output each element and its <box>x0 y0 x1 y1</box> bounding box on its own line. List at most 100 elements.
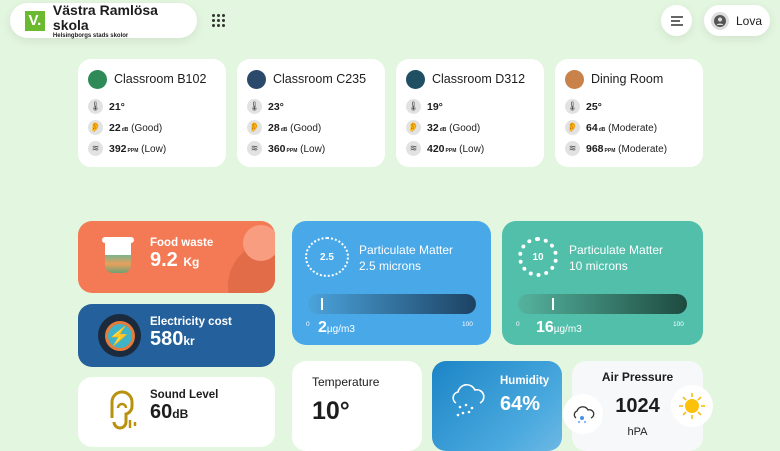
room-db: 28 <box>268 122 280 134</box>
air-icon: ≋ <box>88 141 103 156</box>
temperature-card[interactable]: Temperature 10° <box>292 361 422 451</box>
ppm-status: (Low) <box>459 144 484 155</box>
sound-value: 60 <box>150 401 172 423</box>
user-button[interactable]: Lova <box>704 5 770 36</box>
room-temp: 23° <box>268 101 284 113</box>
room-temp: 21° <box>109 101 125 113</box>
pm25-gauge <box>308 294 476 314</box>
pm25-value: 2 <box>318 319 327 336</box>
room-icon <box>565 70 584 89</box>
particles-icon: 10 <box>518 237 558 277</box>
pm25-max: 100 <box>462 321 473 328</box>
db-unit: dB <box>281 127 288 133</box>
electricity-label: Electricity cost <box>150 316 232 328</box>
apps-grid-icon[interactable] <box>212 14 225 27</box>
room-name: Classroom D312 <box>432 72 525 86</box>
air-icon: ≋ <box>565 141 580 156</box>
electricity-unit: kr <box>183 334 194 348</box>
sound-unit: dB <box>172 407 188 421</box>
room-db: 64 <box>586 122 598 134</box>
thermometer-icon: 🌡 <box>247 99 262 114</box>
room-card[interactable]: Classroom D312 🌡19° 👂32dB (Good) ≋420PPM… <box>396 59 544 167</box>
room-icon <box>406 70 425 89</box>
db-unit: dB <box>122 127 129 133</box>
electricity-value: 580 <box>150 328 183 350</box>
pm10-subtitle: 10 microns <box>569 258 663 274</box>
ear-icon: 👂 <box>247 120 262 135</box>
ppm-unit: PPM <box>605 148 616 154</box>
user-name: Lova <box>736 14 762 28</box>
ear-icon: 👂 <box>406 120 421 135</box>
cloud-rain-icon <box>448 381 488 419</box>
ppm-unit: PPM <box>446 148 457 154</box>
thermometer-icon: 🌡 <box>88 99 103 114</box>
pm10-max: 100 <box>673 321 684 328</box>
room-icon <box>247 70 266 89</box>
pm25-subtitle: 2.5 microns <box>359 258 453 274</box>
ppm-status: (Low) <box>300 144 325 155</box>
humidity-card[interactable]: Humidity 64% <box>432 361 562 451</box>
pressure-label: Air Pressure <box>572 370 703 384</box>
sound-label: Sound Level <box>150 389 218 401</box>
humidity-label: Humidity <box>500 375 549 387</box>
lightning-icon: ⚡ <box>98 314 141 357</box>
room-name: Classroom C235 <box>273 72 366 86</box>
pm10-card[interactable]: 10 Particulate Matter 10 microns 0 100 1… <box>502 221 703 345</box>
room-temp: 25° <box>586 101 602 113</box>
pm10-value: 16 <box>536 319 554 336</box>
ppm-unit: PPM <box>287 148 298 154</box>
food-unit: Kg <box>183 255 199 269</box>
avatar-icon <box>711 12 729 30</box>
school-name: Västra Ramlösa skola <box>53 3 197 33</box>
thermometer-icon: 🌡 <box>406 99 421 114</box>
air-icon: ≋ <box>406 141 421 156</box>
db-status: (Good) <box>449 123 480 134</box>
humidity-value: 64% <box>500 393 549 416</box>
pm25-marker <box>321 298 323 310</box>
pm25-unit: µg/m3 <box>327 324 355 335</box>
room-card[interactable]: Classroom B102 🌡21° 👂22dB (Good) ≋392PPM… <box>78 59 226 167</box>
thermometer-icon: 🌡 <box>565 99 580 114</box>
air-icon: ≋ <box>247 141 262 156</box>
pm25-card[interactable]: 2.5 Particulate Matter 2.5 microns 0 100… <box>292 221 491 345</box>
pm10-marker <box>552 298 554 310</box>
sound-level-card[interactable]: Sound Level 60dB <box>78 377 275 447</box>
ear-icon: 👂 <box>565 120 580 135</box>
ppm-unit: PPM <box>128 148 139 154</box>
db-unit: dB <box>599 127 606 133</box>
school-subtitle: Helsingborgs stads skolor <box>53 33 197 39</box>
room-name: Classroom B102 <box>114 72 206 86</box>
room-card[interactable]: Classroom C235 🌡23° 👂28dB (Good) ≋360PPM… <box>237 59 385 167</box>
pm25-min: 0 <box>306 321 310 328</box>
school-logo: V. <box>25 11 45 31</box>
room-ppm: 420 <box>427 143 445 155</box>
electricity-card[interactable]: ⚡ Electricity cost 580kr <box>78 304 275 367</box>
room-icon <box>88 70 107 89</box>
pm25-title: Particulate Matter <box>359 242 453 258</box>
food-waste-card[interactable]: Food waste 9.2 Kg <box>78 221 275 293</box>
school-header[interactable]: V. Västra Ramlösa skola Helsingborgs sta… <box>10 3 197 38</box>
db-status: (Moderate) <box>608 123 657 134</box>
food-bin-icon <box>102 237 134 275</box>
ppm-status: (Low) <box>141 144 166 155</box>
db-status: (Good) <box>131 123 162 134</box>
room-name: Dining Room <box>591 72 663 86</box>
db-status: (Good) <box>290 123 321 134</box>
rain-cloud-icon <box>563 394 603 434</box>
room-ppm: 968 <box>586 143 604 155</box>
room-card[interactable]: Dining Room 🌡 25° 👂 64dB (Moderate) ≋ 968PP… <box>555 59 703 167</box>
hamburger-icon <box>671 16 683 26</box>
pm10-min: 0 <box>516 321 520 328</box>
ear-icon <box>106 388 142 432</box>
room-temp: 19° <box>427 101 443 113</box>
food-value: 9.2 <box>150 249 178 271</box>
temperature-label: Temperature <box>312 375 379 389</box>
menu-button[interactable] <box>661 5 692 36</box>
sun-icon <box>671 385 713 427</box>
pm10-unit: µg/m3 <box>554 324 582 335</box>
temperature-value: 10° <box>312 397 350 426</box>
pm10-gauge <box>518 294 687 314</box>
particles-icon: 2.5 <box>305 237 349 277</box>
ear-icon: 👂 <box>88 120 103 135</box>
db-unit: dB <box>440 127 447 133</box>
